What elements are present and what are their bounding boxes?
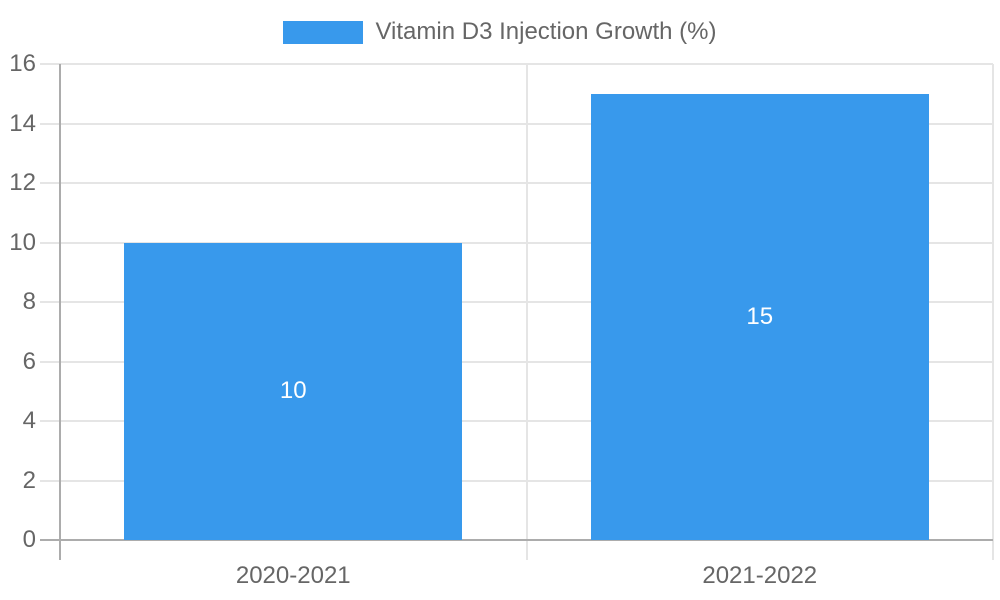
x-category-label-2021-2022: 2021-2022: [702, 562, 818, 589]
legend: Vitamin D3 Injection Growth (%): [0, 18, 1000, 46]
y-tick-label-14: 14: [9, 109, 36, 137]
gridline-x-1: [525, 64, 528, 560]
y-tick-label-6: 6: [22, 347, 36, 375]
legend-item[interactable]: Vitamin D3 Injection Growth (%): [283, 18, 717, 46]
y-tick-label-10: 10: [9, 228, 36, 256]
x-axis-baseline: [40, 539, 993, 541]
x-category-label-2020-2021: 2020-2021: [235, 562, 351, 589]
gridline-y-6: [40, 360, 993, 363]
gridline-y-14: [40, 122, 993, 125]
y-tick-label-4: 4: [22, 407, 36, 434]
gridline-y-4: [40, 420, 993, 422]
y-tick-label-16: 16: [9, 50, 36, 77]
legend-swatch-icon: [283, 20, 364, 44]
gridline-x-2: [992, 64, 994, 560]
y-axis-line: [59, 64, 61, 560]
gridline-y-8: [40, 301, 993, 303]
gridline-y-10: [40, 241, 993, 244]
bar-2020-2021[interactable]: [124, 242, 463, 540]
y-tick-label-0: 0: [22, 526, 36, 553]
gridline-y-12: [40, 182, 993, 184]
y-tick-label-8: 8: [22, 288, 36, 315]
gridline-y-16: [40, 63, 993, 65]
y-tick-label-12: 12: [9, 169, 36, 196]
y-tick-label-2: 2: [22, 466, 36, 494]
legend-label: Vitamin D3 Injection Growth (%): [375, 18, 717, 45]
gridline-y-2: [40, 479, 993, 482]
bar-2021-2022[interactable]: [590, 93, 929, 540]
